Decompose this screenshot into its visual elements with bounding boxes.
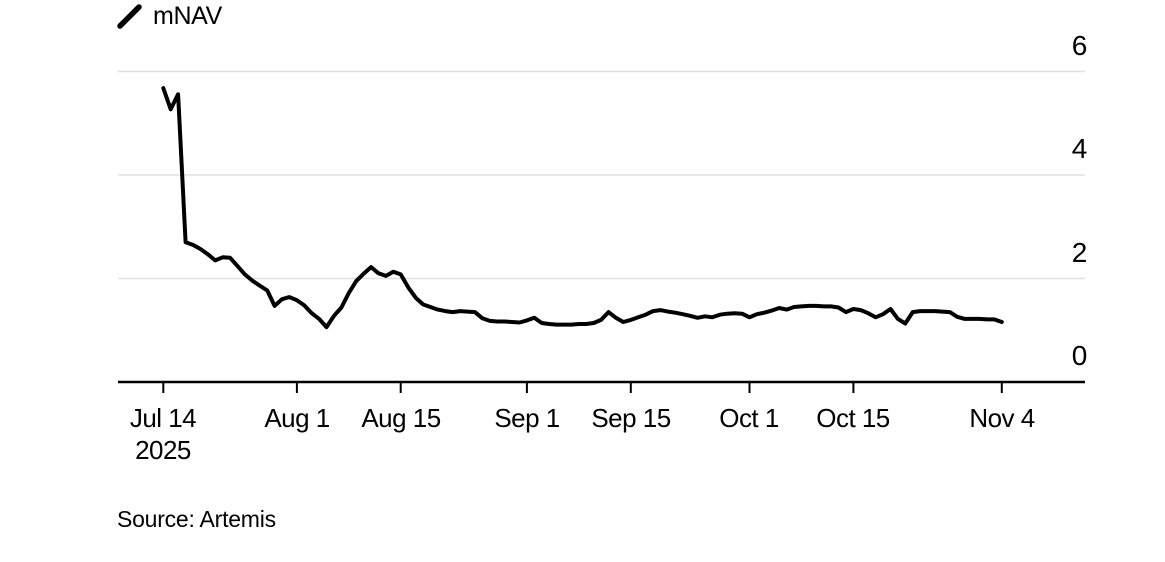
legend-series-label: mNAV [153,2,222,30]
x-axis-label: Sep 1 [494,403,560,433]
source-attribution: Source: Artemis [117,506,276,532]
x-axis-label: Aug 15 [361,403,441,433]
x-axis-label: Sep 15 [591,403,671,433]
legend: mNAV [117,1,222,31]
line-swatch-icon [117,2,142,30]
x-axis-label: Nov 4 [969,403,1035,433]
x-axis-sublabel-year: 2025 [135,435,191,465]
y-axis-label: 0 [1071,340,1088,371]
x-axis-label: Aug 1 [264,403,330,433]
y-axis-label: 6 [1071,30,1088,61]
x-axis-label: Oct 1 [719,403,779,433]
mnav-data-line [161,86,1004,330]
y-axis-label: 2 [1071,237,1088,268]
x-axis-label: Oct 15 [816,403,890,433]
x-axis-label: Jul 14 2025 [129,403,197,465]
y-axis-label: 4 [1071,133,1088,164]
